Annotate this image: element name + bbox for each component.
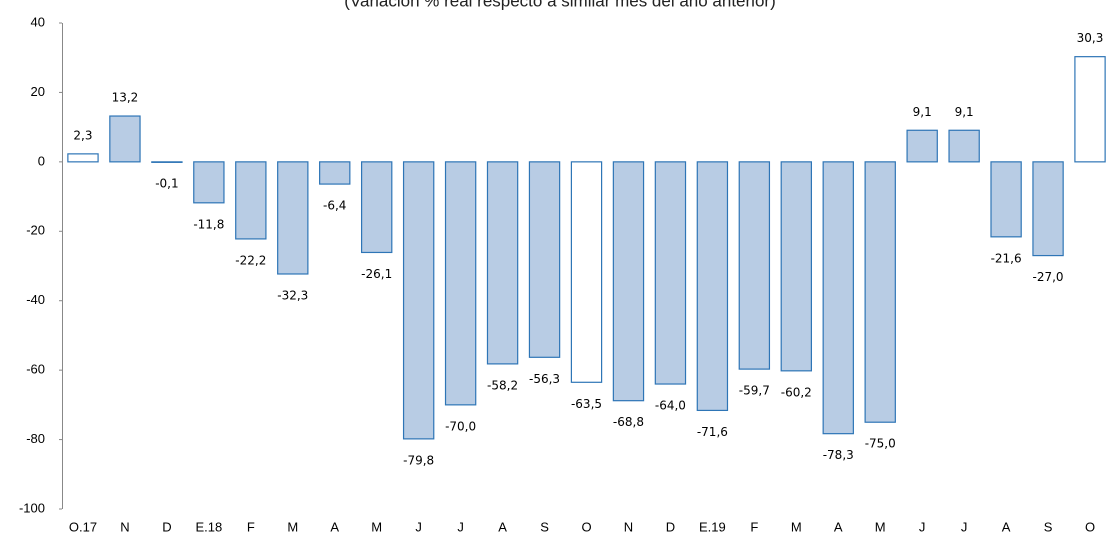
x-tick-label: S [1044, 519, 1053, 534]
x-tick-label: A [498, 519, 507, 534]
x-tick-label: O [1085, 519, 1095, 534]
bar [906, 129, 938, 163]
x-tick-label: F [247, 519, 255, 534]
bar [864, 161, 896, 423]
value-label: -32,3 [277, 288, 308, 302]
chart-subtitle: (Variación % real respecto a similar mes… [344, 0, 775, 10]
x-tick-label: O [581, 519, 591, 534]
x-tick-label: M [287, 519, 298, 534]
bar [990, 161, 1022, 238]
bar [654, 161, 687, 385]
bar [444, 161, 477, 406]
value-label: 13,2 [112, 91, 139, 105]
bar [822, 161, 854, 435]
x-tick-label: A [330, 519, 339, 534]
y-tick-label: 0 [38, 153, 45, 168]
value-label: -75,0 [865, 437, 896, 451]
value-label: -21,6 [991, 251, 1022, 265]
y-tick-label: -40 [26, 292, 45, 307]
value-label: -78,3 [823, 448, 854, 462]
y-tick-label: -20 [26, 223, 45, 238]
bar [1032, 161, 1064, 257]
x-tick-label: D [666, 519, 675, 534]
bar [67, 153, 99, 163]
x-tick-label: D [162, 519, 171, 534]
x-tick-label: M [875, 519, 886, 534]
x-tick-label: O.17 [69, 519, 97, 534]
y-tick-label: -80 [26, 431, 45, 446]
value-label: -58,2 [487, 378, 518, 392]
value-label: -63,5 [571, 397, 602, 411]
bar [1074, 56, 1106, 163]
bar [696, 161, 729, 412]
bar [486, 161, 519, 365]
value-label: -71,6 [697, 425, 728, 439]
value-label: -59,7 [739, 384, 770, 398]
value-label: 30,3 [1077, 31, 1104, 45]
value-label: 9,1 [955, 105, 974, 119]
bar [319, 161, 351, 185]
bar [360, 161, 393, 254]
bar [780, 161, 813, 372]
bar [109, 115, 141, 163]
x-tick-label: E.19 [699, 519, 726, 534]
bar [528, 161, 561, 358]
x-tick-label: A [1002, 519, 1011, 534]
bar [570, 161, 603, 383]
x-tick-label: F [750, 519, 758, 534]
value-label: -11,8 [193, 217, 224, 231]
bar [738, 161, 771, 370]
value-label: -56,3 [529, 372, 560, 386]
x-tick-label: J [961, 519, 968, 534]
value-label: -79,8 [403, 453, 434, 467]
y-tick-label: 20 [31, 84, 45, 99]
bar [402, 161, 435, 440]
x-tick-label: J [919, 519, 926, 534]
value-label: -64,0 [655, 399, 686, 413]
value-label: -68,8 [613, 415, 644, 429]
bar [193, 161, 225, 204]
value-label: -0,1 [155, 177, 178, 191]
value-label: 2,3 [73, 128, 92, 142]
value-label: 9,1 [913, 105, 932, 119]
value-label: -60,2 [781, 385, 812, 399]
x-tick-label: A [834, 519, 843, 534]
x-tick-label: J [415, 519, 422, 534]
value-label: -26,1 [361, 267, 392, 281]
x-tick-label: E.18 [195, 519, 222, 534]
value-label: -70,0 [445, 419, 476, 433]
y-tick-label: -60 [26, 362, 45, 377]
x-tick-label: N [624, 519, 633, 534]
y-tick-label: 40 [31, 14, 45, 29]
bar [277, 161, 309, 275]
x-tick-label: M [371, 519, 382, 534]
value-label: -22,2 [235, 253, 266, 267]
bar [612, 161, 645, 402]
x-tick-label: M [791, 519, 802, 534]
value-label: -6,4 [323, 199, 346, 213]
bar [151, 161, 183, 163]
y-tick-label: -100 [19, 500, 45, 515]
x-tick-label: S [540, 519, 549, 534]
bar [948, 129, 980, 163]
x-tick-label: N [120, 519, 129, 534]
value-label: -27,0 [1033, 270, 1064, 284]
x-tick-label: J [457, 519, 464, 534]
bar [235, 161, 267, 240]
